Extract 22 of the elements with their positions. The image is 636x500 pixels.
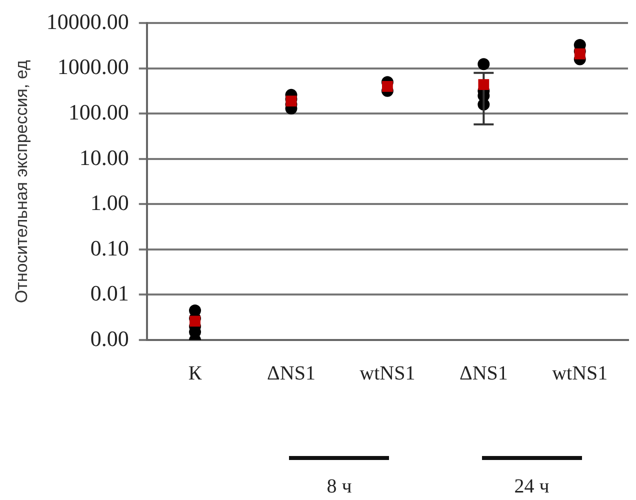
x-tick-label: wtNS1: [360, 362, 416, 384]
x-tick-label: wtNS1: [552, 362, 608, 384]
y-tick-label: 1.00: [90, 190, 129, 216]
point: [286, 96, 297, 107]
x-tick-label: ΔNS1: [267, 362, 316, 384]
point: [478, 79, 490, 90]
y-tick-label: 0.10: [90, 235, 129, 260]
y-tick-label: 1000.00: [57, 54, 129, 80]
x-tick-label: ΔNS1: [459, 362, 508, 384]
y-tick-label: 10000.00: [46, 8, 129, 34]
text: 8 ч: [326, 475, 352, 498]
y-tick-label: 0.01: [90, 280, 129, 306]
y-axis-title: Относительная экспрессия, ед: [12, 60, 31, 304]
point: [382, 81, 393, 92]
y-tick-label: 10.00: [79, 144, 129, 170]
x-tick-label: К: [188, 362, 202, 384]
y-tick-label: 0.00: [90, 326, 129, 351]
point: [574, 48, 586, 60]
point: [190, 316, 200, 327]
y-tick-label: 100.00: [68, 99, 129, 124]
text: 24 ч: [514, 475, 550, 498]
point: [478, 58, 490, 70]
